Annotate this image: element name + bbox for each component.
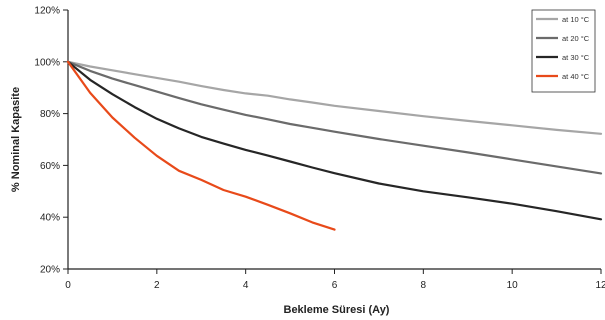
y-tick-label: 100% xyxy=(34,57,60,68)
x-tick-label: 6 xyxy=(332,280,338,291)
x-tick-label: 4 xyxy=(243,280,249,291)
legend-label: at 10 °C xyxy=(562,15,590,24)
axis-ticks: 20% 40% 60% 80% 100% 120% 0 2 4 6 8 10 12 xyxy=(34,6,605,292)
y-tick-label: 120% xyxy=(34,6,60,17)
legend-box xyxy=(531,9,596,93)
y-axis-label: % Nominal Kapasite xyxy=(10,87,22,192)
x-tick-label: 12 xyxy=(595,280,605,291)
series-line-1 xyxy=(66,60,603,135)
series-lines xyxy=(66,60,603,231)
y-tick-label: 60% xyxy=(40,161,60,172)
y-tick-label: 80% xyxy=(40,109,60,120)
y-tick-label: 40% xyxy=(40,213,60,224)
legend: at 10 °C at 20 °C at 30 °C at 40 °C xyxy=(531,9,596,93)
series-line-3 xyxy=(66,60,603,221)
legend-label: at 20 °C xyxy=(562,34,590,43)
series-line-4 xyxy=(66,60,336,231)
y-tick-label: 20% xyxy=(40,265,60,276)
legend-label: at 30 °C xyxy=(562,53,590,62)
x-tick-label: 2 xyxy=(154,280,160,291)
x-tick-label: 10 xyxy=(507,280,519,291)
legend-label: at 40 °C xyxy=(562,72,590,81)
x-axis-label: Bekleme Süresi (Ay) xyxy=(284,304,390,316)
series-line-2 xyxy=(66,60,603,175)
x-tick-label: 8 xyxy=(421,280,427,291)
x-tick-label: 0 xyxy=(65,280,71,291)
